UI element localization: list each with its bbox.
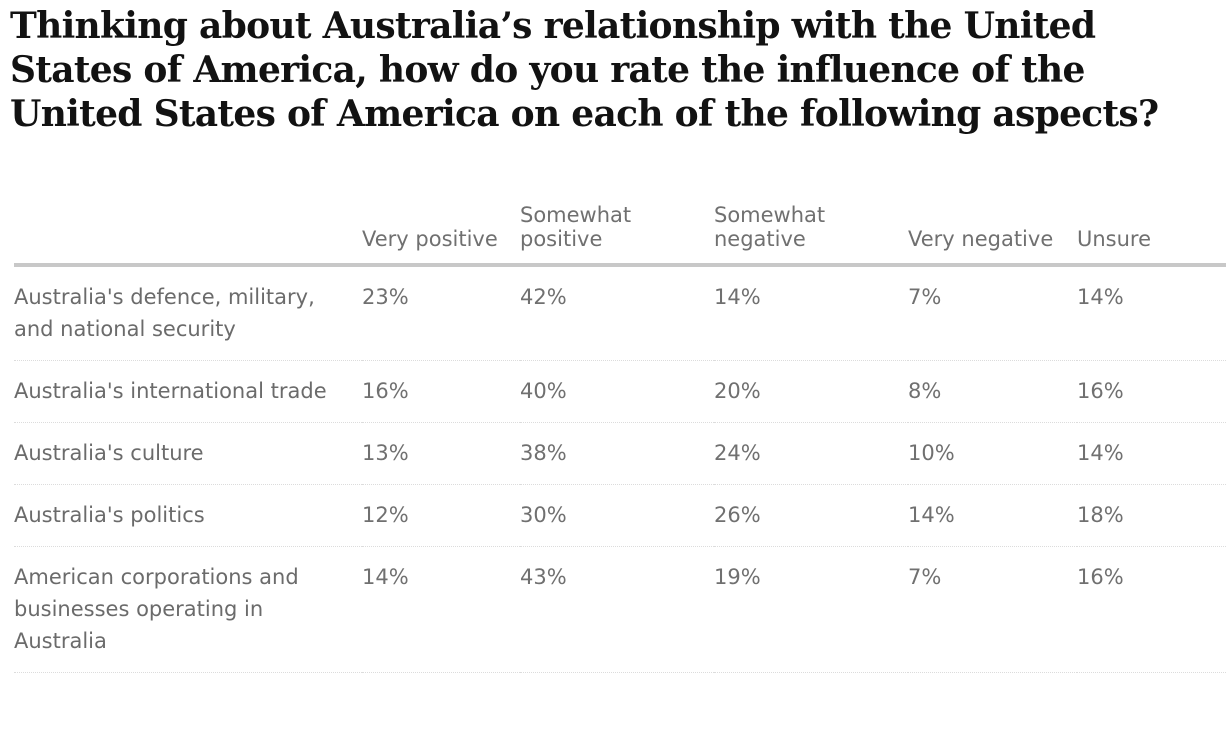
row-label: American corporations and businesses ope… xyxy=(14,547,362,673)
cell-very-negative: 10% xyxy=(908,423,1077,485)
cell-unsure: 14% xyxy=(1077,267,1226,361)
cell-somewhat-negative: 20% xyxy=(714,361,908,423)
table-row: Australia's culture 13% 38% 24% 10% 14% xyxy=(14,423,1226,485)
cell-somewhat-negative: 19% xyxy=(714,547,908,673)
chart-title: Thinking about Australia’s relationship … xyxy=(10,5,1159,135)
cell-very-negative: 7% xyxy=(908,547,1077,673)
cell-somewhat-negative: 14% xyxy=(714,267,908,361)
table-row: Australia's defence, military, and natio… xyxy=(14,267,1226,361)
table-body: Australia's defence, military, and natio… xyxy=(14,267,1226,673)
cell-very-positive: 14% xyxy=(362,547,520,673)
column-header-label xyxy=(14,197,362,267)
cell-unsure: 16% xyxy=(1077,361,1226,423)
cell-somewhat-positive: 38% xyxy=(520,423,714,485)
table-row: Australia's politics 12% 30% 26% 14% 18% xyxy=(14,485,1226,547)
column-header-unsure: Unsure xyxy=(1077,197,1226,267)
column-header-very-positive: Very positive xyxy=(362,197,520,267)
cell-very-negative: 14% xyxy=(908,485,1077,547)
cell-very-positive: 23% xyxy=(362,267,520,361)
table-header: Very positive Somewhat positive Somewhat… xyxy=(14,197,1226,267)
cell-somewhat-positive: 40% xyxy=(520,361,714,423)
cell-unsure: 14% xyxy=(1077,423,1226,485)
cell-very-positive: 16% xyxy=(362,361,520,423)
column-header-somewhat-negative: Somewhat negative xyxy=(714,197,908,267)
cell-very-negative: 7% xyxy=(908,267,1077,361)
header-row: Very positive Somewhat positive Somewhat… xyxy=(14,197,1226,267)
column-header-very-negative: Very negative xyxy=(908,197,1077,267)
data-table: Very positive Somewhat positive Somewhat… xyxy=(14,197,1226,673)
cell-somewhat-negative: 24% xyxy=(714,423,908,485)
table-row: Australia's international trade 16% 40% … xyxy=(14,361,1226,423)
cell-very-negative: 8% xyxy=(908,361,1077,423)
row-label: Australia's politics xyxy=(14,485,362,547)
row-label: Australia's culture xyxy=(14,423,362,485)
cell-somewhat-negative: 26% xyxy=(714,485,908,547)
cell-unsure: 16% xyxy=(1077,547,1226,673)
cell-very-positive: 12% xyxy=(362,485,520,547)
cell-very-positive: 13% xyxy=(362,423,520,485)
table-row: American corporations and businesses ope… xyxy=(14,547,1226,673)
column-header-somewhat-positive: Somewhat positive xyxy=(520,197,714,267)
cell-somewhat-positive: 43% xyxy=(520,547,714,673)
cell-somewhat-positive: 30% xyxy=(520,485,714,547)
cell-unsure: 18% xyxy=(1077,485,1226,547)
cell-somewhat-positive: 42% xyxy=(520,267,714,361)
row-label: Australia's international trade xyxy=(14,361,362,423)
row-label: Australia's defence, military, and natio… xyxy=(14,267,362,361)
